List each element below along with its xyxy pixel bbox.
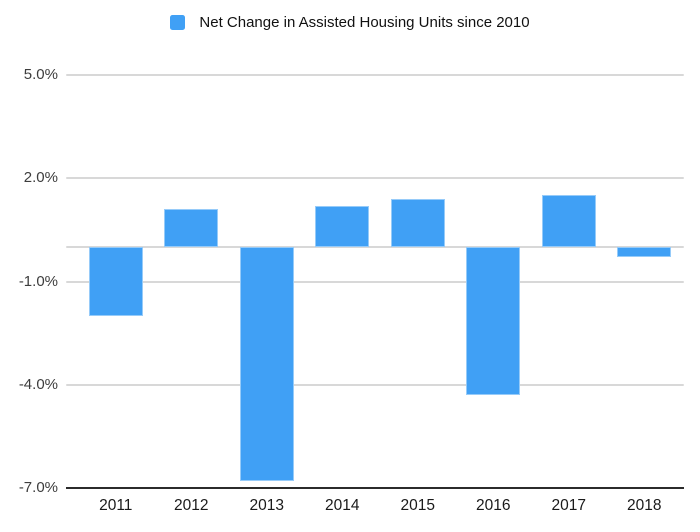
x-axis-tick-label: 2016 (476, 497, 511, 514)
y-axis-tick-label: 2.0% (23, 169, 58, 187)
bar-2015 (390, 198, 445, 248)
legend-swatch-icon (170, 14, 186, 30)
x-axis-tick-label: 2011 (99, 497, 133, 514)
y-axis-tick-label: -4.0% (18, 375, 58, 393)
bar-2011 (88, 247, 143, 316)
gridline (66, 280, 684, 283)
x-axis-tick-label: 2017 (551, 497, 586, 514)
x-axis-tick-label: 2018 (627, 497, 662, 514)
bar-2013 (239, 247, 294, 482)
y-axis-tick-label: -1.0% (18, 272, 58, 290)
gridline (66, 383, 684, 386)
x-axis-tick-label: 2012 (174, 497, 209, 514)
gridline (66, 74, 684, 76)
x-axis-tick-label: 2014 (325, 497, 360, 514)
legend-label: Net Change in Assisted Housing Units sin… (199, 13, 530, 31)
bar-2016 (466, 247, 521, 396)
gridline (66, 177, 684, 180)
bar-2018 (617, 247, 672, 258)
legend: Net Change in Assisted Housing Units sin… (0, 7, 700, 37)
x-axis-tick-label: 2015 (400, 497, 435, 514)
y-axis-tick-label: 5.0% (23, 66, 58, 83)
bar-2014 (315, 205, 370, 248)
zero-gridline (66, 246, 684, 249)
x-axis-tick-label: 2013 (249, 497, 284, 514)
bar-2012 (164, 209, 219, 248)
y-axis-tick-label: -7.0% (18, 479, 58, 496)
x-axis-line (66, 487, 684, 489)
bar-2017 (541, 195, 596, 248)
